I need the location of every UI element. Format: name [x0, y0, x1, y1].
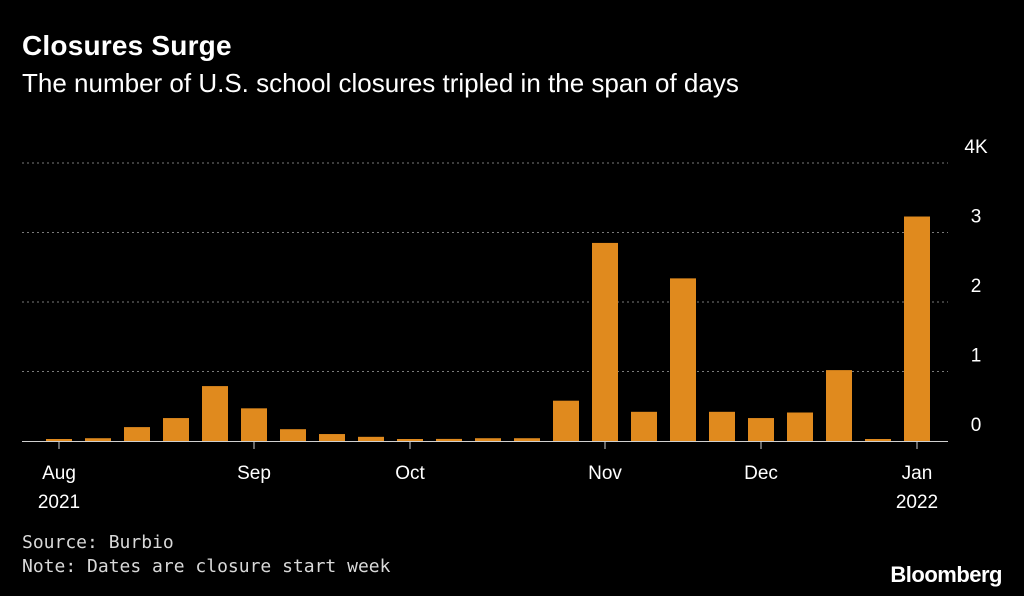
bar-w5 [202, 386, 228, 441]
bar-w14 [553, 400, 579, 441]
x-tick-year-label: 2021 [38, 492, 80, 513]
x-tick-label: Sep [237, 463, 271, 484]
bar-w6 [241, 408, 267, 441]
bar-w19 [748, 418, 774, 441]
x-tick-label: Oct [395, 463, 425, 484]
bar-w23 [904, 216, 930, 441]
bar-w3 [124, 427, 150, 441]
bar-w21 [826, 370, 852, 441]
bar-w15 [592, 242, 618, 441]
bar-w22 [865, 439, 891, 441]
x-tick-label: Aug [42, 463, 76, 484]
y-tick-label: 3 [971, 207, 982, 228]
bar-w2 [85, 438, 111, 441]
x-tick-label: Dec [744, 463, 778, 484]
chart-title: Closures Surge [22, 30, 232, 61]
chart-subtitle: The number of U.S. school closures tripl… [22, 68, 739, 98]
bar-w8 [319, 434, 345, 441]
dates-note: Note: Dates are closure start week [22, 556, 391, 577]
bar-w7 [280, 429, 306, 441]
bar-w16 [631, 411, 657, 441]
y-tick-label: 4K [964, 137, 988, 158]
x-axis [22, 441, 948, 449]
x-tick-label: Nov [588, 463, 622, 484]
bloomberg-logo: Bloomberg [890, 562, 1002, 587]
bar-w4 [163, 418, 189, 441]
bar-w13 [514, 438, 540, 441]
bar-w12 [475, 438, 501, 441]
bar-w1 [46, 439, 72, 441]
bar-w20 [787, 412, 813, 441]
y-tick-label: 1 [971, 346, 982, 367]
y-tick-label: 2 [971, 276, 982, 297]
bar-w17 [670, 278, 696, 441]
bar-w10 [397, 439, 423, 441]
gridlines [22, 162, 948, 372]
bar-w11 [436, 438, 462, 441]
y-tick-label: 0 [971, 415, 982, 436]
bar-w9 [358, 436, 384, 441]
bars [46, 216, 930, 441]
x-tick-label: Jan [902, 463, 933, 484]
axis-labels: 0 1 2 3 4K Aug 2021 Sep Oct Nov Dec Jan 2022 [38, 137, 988, 513]
x-tick-year-label: 2022 [896, 492, 938, 513]
source-note: Source: Burbio [22, 532, 174, 553]
bar-w18 [709, 411, 735, 441]
